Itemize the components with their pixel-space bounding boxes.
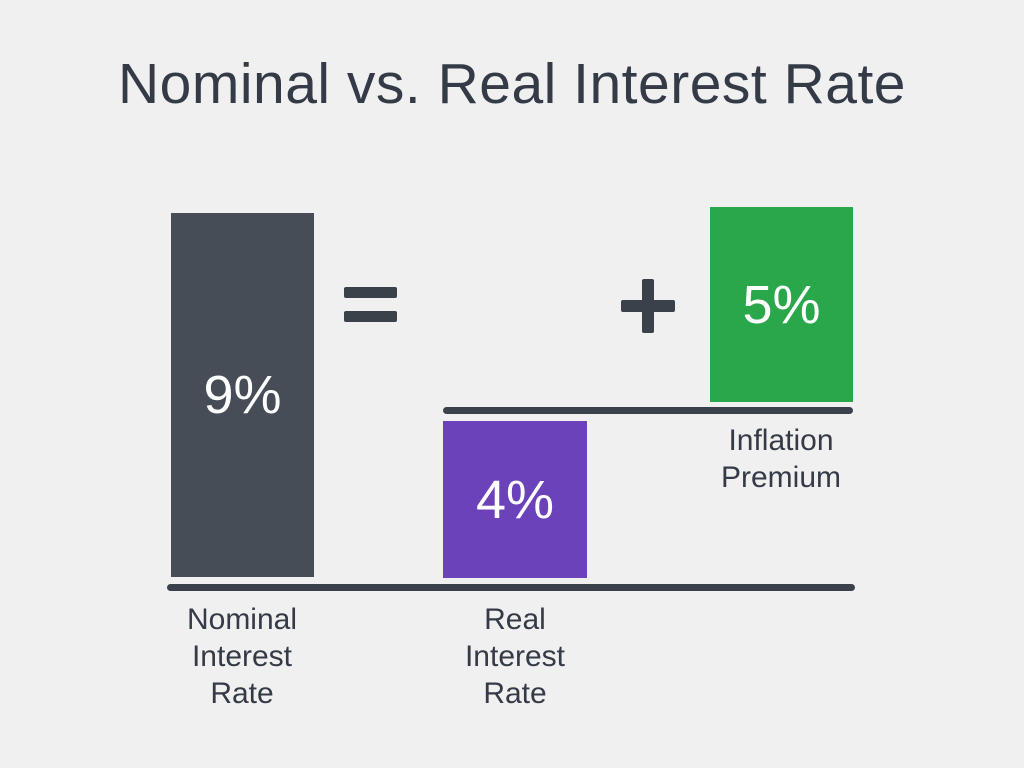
inflation-axis-label: Inflation Premium xyxy=(720,424,841,494)
plus-vertical-stroke xyxy=(642,279,654,333)
equals-top-stroke xyxy=(344,287,397,298)
real-value-label: 4% xyxy=(475,469,555,530)
equals-bottom-stroke xyxy=(344,311,397,322)
nominal-value-label: 9% xyxy=(203,365,282,425)
real-interest-bar: 4% xyxy=(443,421,587,578)
equals-sign xyxy=(344,287,397,322)
bottom-baseline xyxy=(167,584,855,591)
real-axis-label: Real Interest Rate xyxy=(464,603,566,710)
nominal-axis-label: Nominal Interest Rate xyxy=(186,603,298,710)
inflation-premium-bar: 5% xyxy=(710,207,853,402)
upper-baseline xyxy=(443,407,853,414)
plus-sign xyxy=(621,279,675,333)
inflation-value-label: 5% xyxy=(742,274,821,335)
nominal-interest-bar: 9% xyxy=(171,213,314,577)
chart-title: Nominal vs. Real Interest Rate xyxy=(118,52,906,116)
